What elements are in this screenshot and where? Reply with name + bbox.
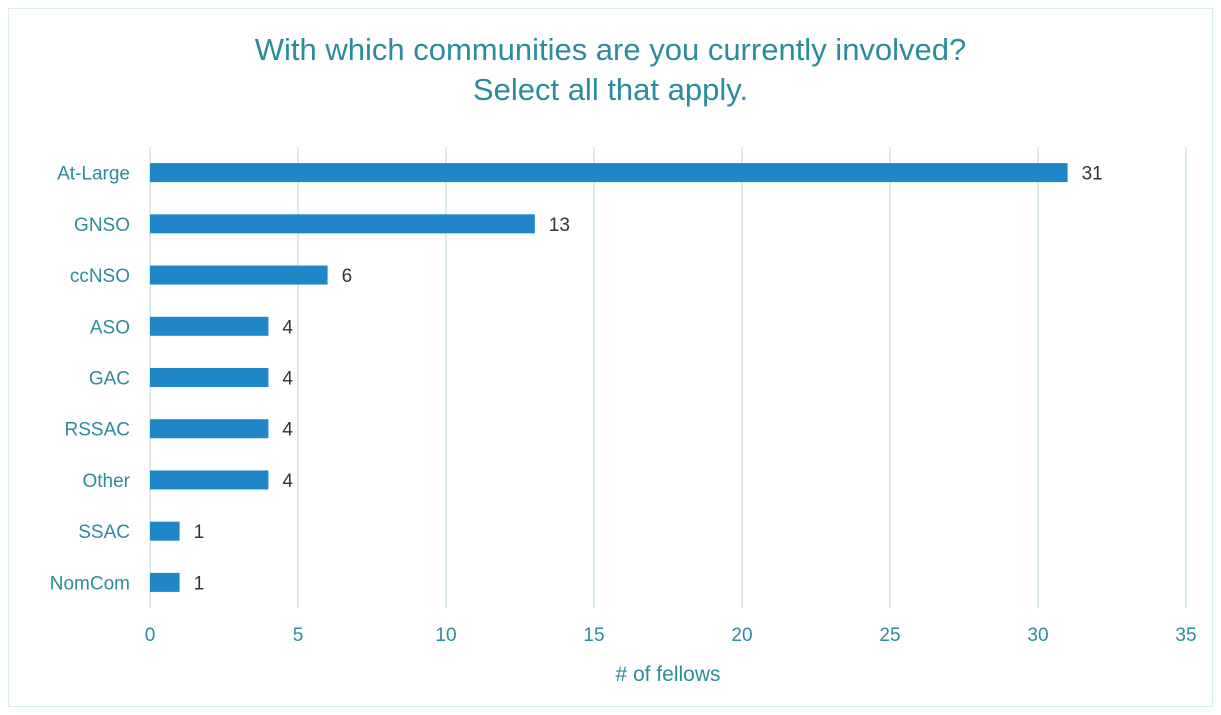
value-label-ssac: 1 — [194, 522, 205, 543]
value-label-rssac: 4 — [282, 420, 293, 441]
x-tick-label-10: 10 — [435, 625, 456, 646]
value-labels: 31 13 6 4 4 4 4 1 1 — [194, 164, 1103, 595]
bar-other — [150, 470, 269, 490]
x-tick-label-15: 15 — [583, 625, 604, 646]
bar-ssac — [150, 521, 180, 541]
value-label-ccnso: 6 — [342, 266, 353, 287]
bar-ccnso — [150, 265, 328, 285]
category-label-rssac: RSSAC — [65, 420, 130, 441]
chart-title-line-2: Select all that apply. — [472, 72, 749, 107]
bar-gac — [150, 368, 269, 387]
category-labels: At-Large GNSO ccNSO ASO GAC RSSAC Other SSAC Nom… — [50, 164, 131, 595]
bar-aso — [150, 316, 269, 336]
bar-gnso — [150, 214, 535, 234]
category-label-aso: ASO — [90, 317, 130, 338]
x-axis-title: # of fellows — [615, 663, 720, 686]
bar-rssac — [150, 419, 269, 439]
x-tick-label-0: 0 — [145, 625, 156, 646]
x-tick-label-35: 35 — [1175, 625, 1196, 646]
x-tick-labels: 0 5 10 15 20 25 30 35 — [145, 625, 1197, 646]
bars — [150, 163, 1068, 592]
value-label-gnso: 13 — [549, 215, 570, 236]
chart-frame — [8, 8, 1213, 707]
category-label-at-large: At-Large — [57, 164, 130, 185]
x-tick-label-30: 30 — [1027, 625, 1048, 646]
value-label-gac: 4 — [282, 369, 293, 390]
x-tick-label-5: 5 — [293, 625, 304, 646]
category-label-other: Other — [82, 471, 130, 492]
bar-nomcom — [150, 572, 180, 592]
value-label-at-large: 31 — [1082, 164, 1103, 185]
category-label-ccnso: ccNSO — [70, 266, 130, 287]
category-label-gac: GAC — [89, 369, 130, 390]
category-label-nomcom: NomCom — [50, 573, 130, 594]
category-label-ssac: SSAC — [78, 522, 130, 543]
value-label-other: 4 — [282, 471, 293, 492]
value-label-aso: 4 — [282, 317, 293, 338]
chart-title-line-1: With which communities are you currently… — [254, 32, 967, 67]
category-label-gnso: GNSO — [74, 215, 130, 236]
bar-at-large — [150, 163, 1068, 183]
x-tick-label-20: 20 — [731, 625, 752, 646]
value-label-nomcom: 1 — [194, 573, 205, 594]
x-tick-label-25: 25 — [879, 625, 900, 646]
chart-title: With which communities are you currently… — [0, 30, 1221, 110]
